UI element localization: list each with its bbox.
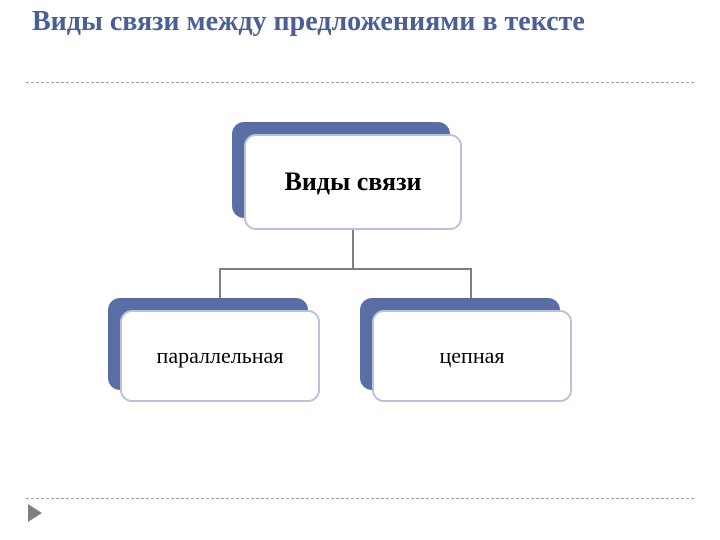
page-title: Виды связи между предложениями в тексте [32, 6, 692, 38]
connector-trunk [352, 230, 354, 270]
node-root: Виды связи [244, 134, 462, 230]
connector-hbar [219, 268, 472, 270]
node-left-label: параллельная [157, 343, 284, 369]
next-arrow-icon[interactable] [28, 504, 42, 522]
node-left: параллельная [120, 310, 320, 402]
node-root-label: Виды связи [284, 167, 421, 197]
node-right-label: цепная [440, 343, 505, 369]
divider-top [26, 82, 694, 83]
node-right: цепная [372, 310, 572, 402]
divider-bottom [26, 498, 694, 499]
